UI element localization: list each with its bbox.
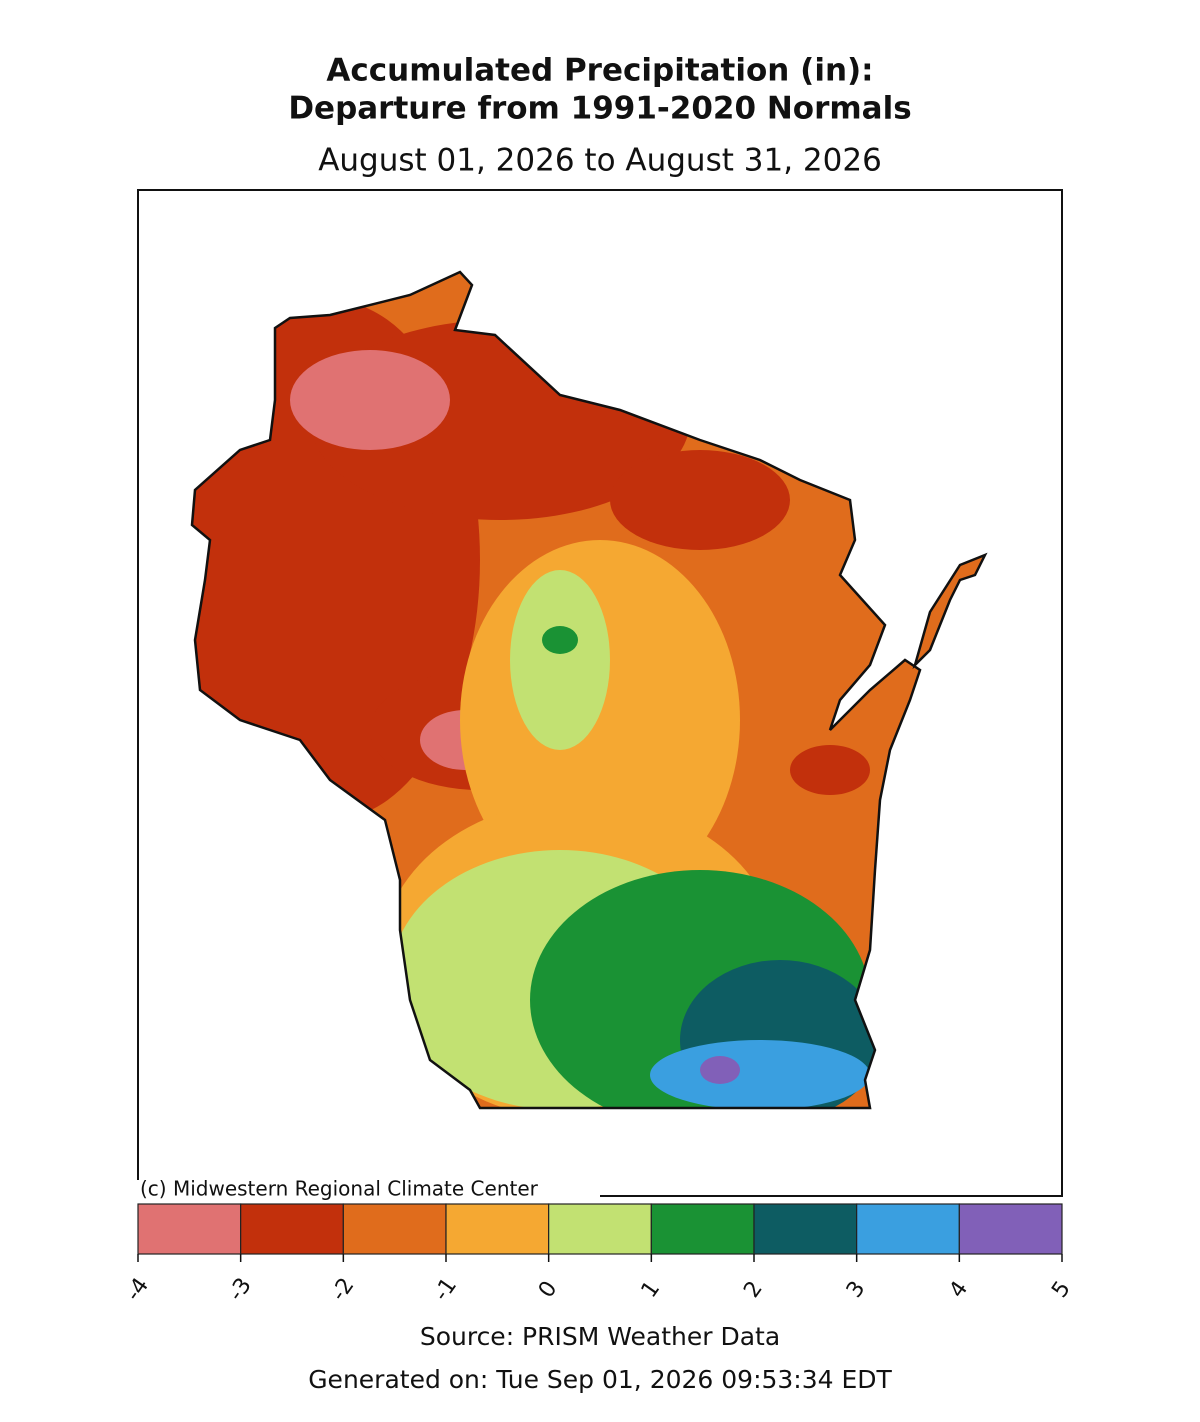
colorbar-tick-label: -2 [326, 1274, 359, 1306]
colorbar-tick-label: 5 [1047, 1277, 1076, 1303]
colorbar-tick-label: 4 [945, 1277, 974, 1303]
title-line: Accumulated Precipitation (in): [326, 53, 873, 89]
colorbar-bin [342, 1203, 447, 1255]
copyright: (c) Midwestern Regional Climate Center [140, 1177, 539, 1201]
colorbar-bin [753, 1203, 858, 1255]
colorbar-bin [240, 1203, 344, 1255]
colorbar-tick-label: 1 [637, 1277, 666, 1303]
generated: Generated on: Tue Sep 01, 2026 09:53:34 … [308, 1365, 892, 1394]
colorbar: -4 -3 -2 -1 0 1 2 3 4 5 [121, 1203, 1076, 1306]
title-line: Departure from 1991-2020 Normals [288, 91, 911, 127]
colorbar-tick-label: 3 [842, 1277, 871, 1303]
subtitle: August 01, 2026 to August 31, 2026 [318, 143, 882, 179]
colorbar-tick-label: -3 [224, 1274, 257, 1306]
map-fill [192, 272, 985, 1108]
map-frame [137, 189, 1063, 1197]
colorbar-bin [137, 1203, 242, 1255]
colorbar-bin [650, 1203, 755, 1255]
colorbar-tick-label: -1 [429, 1274, 462, 1306]
colorbar-tick-label: 0 [534, 1277, 563, 1303]
colorbar-tick-label: 2 [739, 1277, 768, 1303]
colorbar-bin [548, 1203, 652, 1255]
colorbar-bin [445, 1203, 550, 1255]
state-outline [190, 270, 988, 1110]
colorbar-bin [958, 1203, 1063, 1255]
source: Source: PRISM Weather Data [420, 1322, 780, 1351]
colorbar-bin [856, 1203, 960, 1255]
colorbar-tick-label: -4 [121, 1274, 154, 1306]
